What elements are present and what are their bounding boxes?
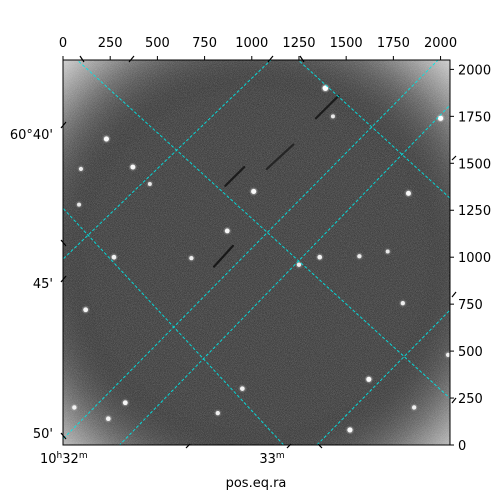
star-0 — [322, 85, 329, 91]
star-15 — [240, 386, 245, 391]
world-tick-13 — [451, 397, 457, 404]
grid-line-4 — [63, 60, 439, 440]
star-24 — [385, 249, 390, 254]
star-1 — [437, 115, 444, 121]
coordinate-grid — [63, 60, 450, 445]
star-20 — [347, 427, 353, 433]
right-tick-label-7: 1750 — [458, 110, 491, 125]
right-tick-label-5: 1250 — [458, 204, 491, 219]
star-13 — [400, 301, 405, 306]
ra-label-part: 10 — [40, 452, 57, 467]
plot-area — [63, 60, 450, 445]
grid-line-5 — [316, 309, 450, 445]
star-19 — [215, 410, 220, 416]
star-5 — [405, 190, 411, 196]
world-tick-8 — [128, 55, 135, 63]
world-tick-10 — [299, 55, 305, 63]
world-tick-12 — [451, 291, 457, 298]
world-tick-9 — [267, 55, 274, 63]
dec-tick-label-0: 60°40' — [10, 128, 53, 143]
ra-label-part: m — [276, 451, 285, 461]
dec-tick-label-1: 45' — [33, 277, 53, 292]
star-10 — [296, 262, 302, 267]
dec-tick-label-2: 50' — [33, 427, 53, 442]
image-vignette — [63, 60, 450, 445]
image-layer — [63, 60, 450, 445]
star-18 — [105, 416, 111, 422]
right-tick-label-2: 500 — [458, 345, 483, 360]
ra-label-part: 32 — [62, 452, 79, 467]
star-8 — [189, 255, 194, 261]
top-tick-label-1: 250 — [98, 36, 123, 51]
axes: 0 250 500 750 1000 1250 1500 1750 2000 0 250 500 750… — [10, 36, 491, 467]
grid-line-2 — [297, 60, 450, 199]
world-tick-0 — [60, 121, 67, 129]
world-tick-5 — [286, 443, 292, 449]
top-tick-label-8: 2000 — [424, 36, 457, 51]
star-26 — [330, 114, 335, 119]
right-tick-label-8: 2000 — [458, 63, 491, 78]
top-tick-label-3: 750 — [192, 36, 217, 51]
star-2 — [103, 136, 109, 142]
right-tick-label-0: 0 — [458, 439, 466, 454]
world-tick-4 — [185, 443, 191, 449]
world-tick-7 — [79, 55, 85, 63]
streak-1 — [224, 165, 246, 187]
grid-line-1 — [63, 207, 285, 445]
world-tick-3 — [60, 432, 67, 440]
right-tick-label-6: 1500 — [458, 157, 491, 172]
top-tick-label-4: 1000 — [235, 36, 268, 51]
top-tick-label-6: 1500 — [330, 36, 363, 51]
star-17 — [72, 405, 77, 410]
star-14 — [366, 376, 372, 382]
star-11 — [357, 254, 362, 259]
star-25 — [147, 181, 152, 186]
top-tick-label-0: 0 — [59, 36, 67, 51]
ra-label-part: h — [57, 451, 63, 461]
star-3 — [130, 164, 136, 170]
ra-label-part: m — [79, 451, 88, 461]
star-21 — [411, 405, 417, 410]
streak-2 — [314, 94, 340, 120]
top-tick-label-7: 1750 — [377, 36, 410, 51]
star-22 — [78, 166, 84, 172]
ra-tick-label-1: 33m — [259, 451, 284, 467]
star-6 — [224, 228, 230, 234]
grid-line-6 — [118, 104, 450, 445]
star-27 — [445, 352, 450, 358]
plot-frame — [62, 59, 451, 446]
x-axis-label: pos.eq.ra — [226, 476, 287, 491]
world-tick-6 — [317, 443, 323, 449]
star-4 — [251, 188, 257, 195]
right-tick-label-3: 750 — [458, 298, 483, 313]
right-tick-label-1: 250 — [458, 392, 483, 407]
world-tick-2 — [60, 275, 67, 283]
right-tick-label-4: 1000 — [458, 251, 491, 266]
world-tick-1 — [60, 239, 67, 247]
ra-label-part: 33 — [259, 452, 276, 467]
streak-3 — [212, 244, 235, 268]
streak-0 — [265, 143, 295, 171]
star-23 — [77, 202, 82, 207]
world-tick-11 — [451, 155, 457, 161]
top-tick-label-5: 1250 — [282, 36, 315, 51]
ra-tick-label-0: 10h32m — [40, 451, 88, 467]
top-tick-label-2: 500 — [145, 36, 170, 51]
star-12 — [83, 307, 89, 313]
star-7 — [111, 254, 117, 260]
star-9 — [317, 254, 323, 260]
star-16 — [122, 400, 128, 406]
